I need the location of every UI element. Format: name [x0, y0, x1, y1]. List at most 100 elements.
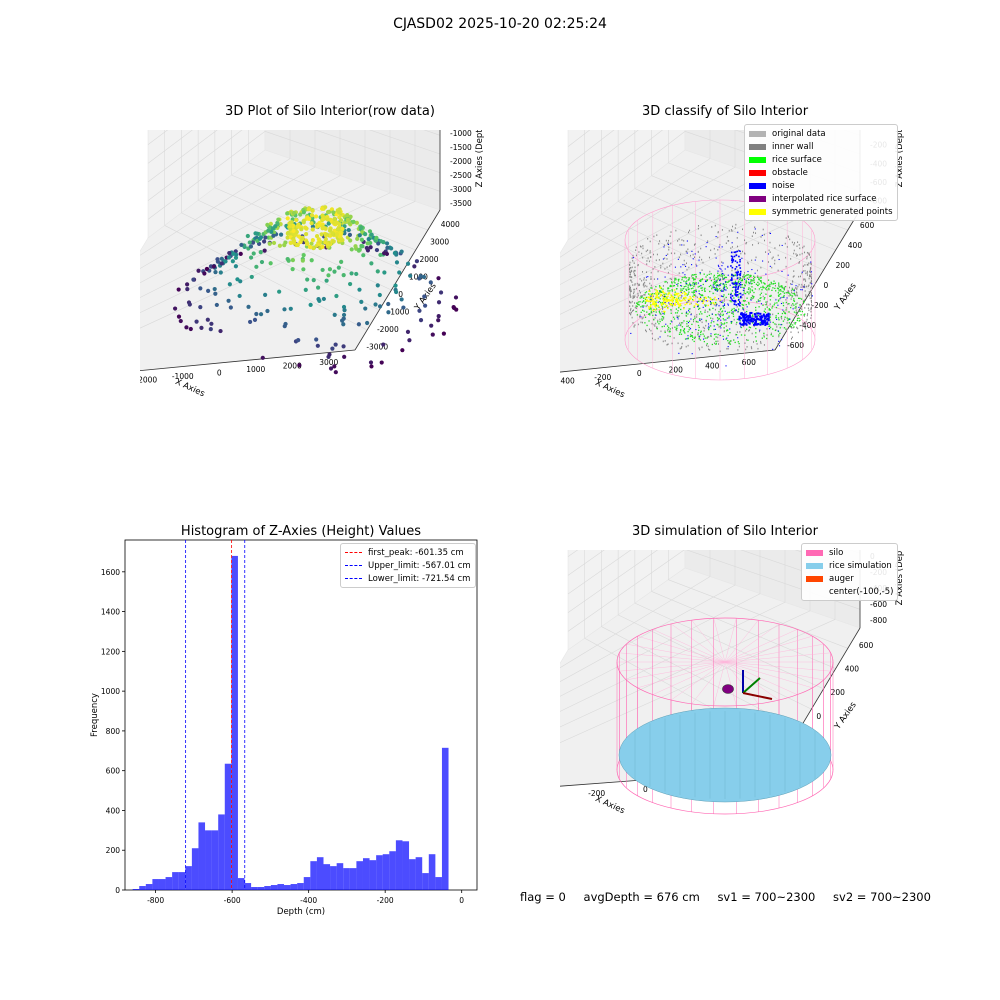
data-point	[414, 259, 420, 264]
symmetric-point	[668, 292, 671, 294]
rice-surface-point	[777, 288, 780, 290]
rice-surface-point	[733, 281, 735, 284]
noise-point	[767, 313, 770, 316]
rice-surface-point	[726, 281, 728, 283]
inner-wall-point	[698, 347, 700, 349]
tick-label: 3000	[319, 358, 338, 367]
noise-point	[738, 304, 741, 307]
noise-point	[711, 320, 713, 322]
inner-wall-point	[798, 275, 800, 278]
rice-surface-point	[753, 278, 755, 280]
inner-wall-point	[793, 249, 795, 252]
data-point	[235, 277, 240, 282]
inner-wall-point	[667, 343, 669, 345]
symmetric-point	[668, 298, 670, 301]
noise-point	[718, 305, 720, 307]
data-point	[369, 232, 374, 237]
rice-surface-point	[752, 295, 754, 297]
data-point	[359, 237, 365, 242]
inner-wall-point	[810, 263, 812, 265]
rice-surface-point	[693, 284, 695, 286]
data-point	[267, 241, 272, 246]
rice-surface-point	[704, 305, 707, 307]
rice-surface-point	[780, 315, 783, 318]
symmetric-point	[676, 297, 678, 299]
symmetric-point	[684, 294, 686, 296]
data-point	[323, 232, 329, 237]
rice-surface-point	[657, 293, 660, 295]
raw-3d-plot: -4000-3000-2000-10000100020003000-3000-2…	[140, 130, 485, 400]
data-point	[340, 238, 345, 243]
data-point	[198, 286, 203, 291]
noise-point	[731, 256, 734, 258]
rice-surface-point	[667, 290, 669, 292]
tick-label: -3500	[450, 199, 472, 208]
data-point	[346, 227, 351, 233]
inner-wall-point	[645, 330, 647, 333]
noise-point	[742, 294, 744, 296]
noise-point	[730, 279, 732, 281]
inner-wall-point	[792, 326, 794, 329]
inner-wall-point	[633, 288, 635, 291]
noise-point	[737, 303, 740, 305]
symmetric-point	[719, 299, 722, 302]
rice-surface-point	[681, 326, 684, 328]
symmetric-point	[650, 300, 652, 303]
inner-wall-point	[737, 269, 739, 272]
noise-point	[782, 309, 784, 311]
inner-wall-point	[728, 229, 730, 232]
data-point	[257, 236, 263, 241]
noise-point	[712, 284, 714, 286]
noise-point	[727, 346, 729, 348]
symmetric-point	[676, 300, 678, 302]
inner-wall-point	[693, 244, 695, 246]
rice-surface-point	[752, 297, 755, 299]
rice-surface-point	[783, 312, 786, 314]
noise-point	[727, 274, 729, 276]
inner-wall-point	[629, 273, 631, 276]
noise-point	[730, 251, 733, 254]
inner-wall-point	[807, 285, 809, 288]
rice-surface-point	[699, 280, 702, 283]
rice-surface-point	[660, 290, 662, 292]
noise-point	[778, 340, 780, 342]
noise-point	[689, 284, 692, 286]
rice-surface-point	[675, 278, 677, 281]
inner-wall-point	[755, 256, 757, 259]
noise-point	[750, 299, 752, 301]
noise-point	[739, 260, 741, 263]
noise-point	[739, 258, 741, 261]
rice-surface-point	[659, 298, 661, 300]
grid-line	[567, 130, 639, 185]
panel4-title: 3D simulation of Silo Interior	[632, 524, 818, 539]
rice-surface-point	[686, 280, 688, 282]
inner-wall-point	[802, 285, 804, 288]
noise-point	[715, 257, 717, 259]
inner-wall-point	[810, 317, 812, 319]
rice-surface-point	[767, 279, 770, 281]
noise-point	[749, 312, 752, 315]
data-point	[412, 264, 417, 269]
inner-wall-point	[795, 306, 797, 309]
data-point	[365, 320, 370, 326]
inner-wall-point	[646, 263, 648, 265]
noise-point	[690, 314, 692, 316]
rice-surface-point	[658, 300, 661, 303]
rice-surface-point	[727, 340, 729, 342]
rice-surface-point	[755, 283, 758, 285]
inner-wall-point	[629, 287, 631, 290]
inner-wall-point	[754, 226, 756, 229]
data-point	[348, 238, 353, 243]
rice-surface-point	[728, 311, 731, 313]
rice-surface-point	[704, 287, 706, 289]
rice-surface-point	[746, 274, 748, 276]
rice-surface-point	[743, 292, 745, 294]
inner-wall-point	[634, 306, 636, 309]
data-point	[185, 282, 190, 287]
noise-point	[731, 278, 733, 281]
inner-wall-point	[723, 330, 725, 333]
symmetric-point	[671, 303, 673, 306]
noise-point	[678, 352, 680, 354]
rice-surface-point	[793, 298, 795, 300]
rice-surface-point	[674, 312, 677, 314]
